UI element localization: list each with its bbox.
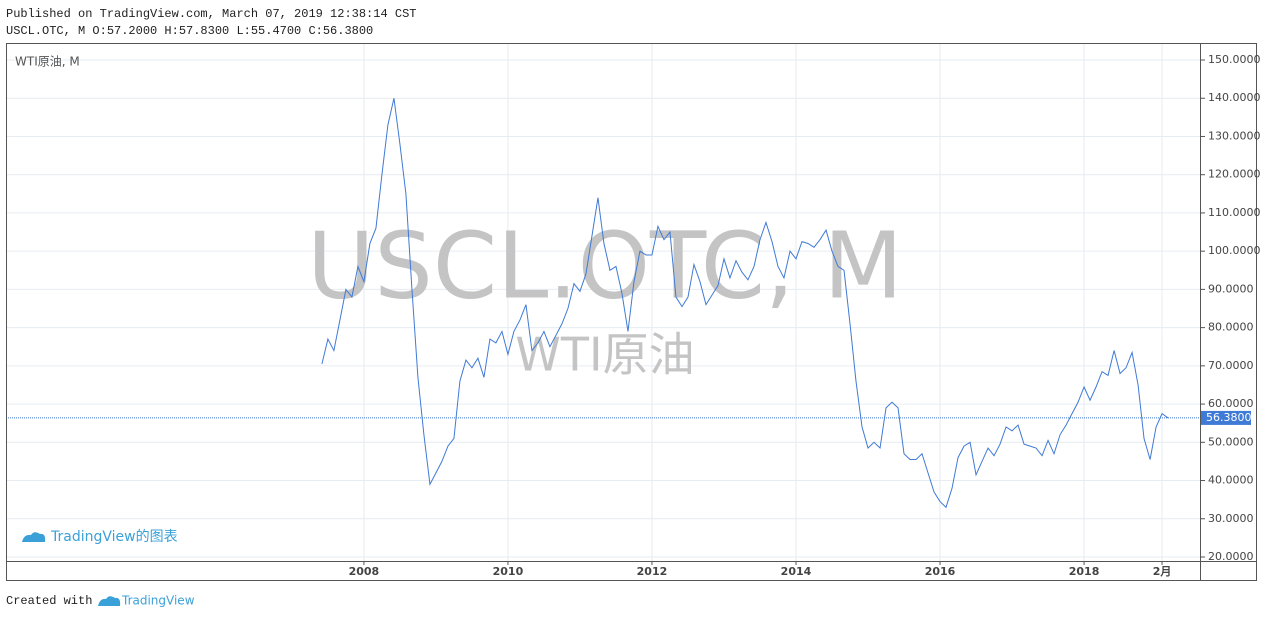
y-tick-label: 120.0000 — [1208, 168, 1261, 181]
y-tick-label: 130.0000 — [1208, 129, 1261, 142]
y-tick-label: 20.0000 — [1208, 550, 1254, 563]
brand-label[interactable]: TradingView的图表 — [50, 529, 178, 545]
last-price-box — [1201, 410, 1251, 425]
y-tick-label: 80.0000 — [1208, 321, 1254, 334]
footer-logo — [98, 596, 121, 606]
x-tick-label: 2014 — [781, 565, 812, 578]
y-tick-label: 150.0000 — [1208, 53, 1261, 66]
x-tick-label: 2012 — [637, 565, 668, 578]
plot — [6, 98, 1200, 509]
watermark: USCL.OTC, M — [307, 212, 903, 319]
footer-prefix: Created with — [6, 594, 92, 608]
brand-logo — [22, 532, 46, 542]
grid — [6, 43, 1200, 561]
y-tick-label: 40.0000 — [1208, 474, 1254, 487]
price-line — [321, 98, 1169, 509]
y-tick-label: 30.0000 — [1208, 512, 1254, 525]
y-tick-label: 110.0000 — [1208, 206, 1261, 219]
x-tick-label: 2016 — [925, 565, 956, 578]
y-tick-label: 50.0000 — [1208, 435, 1254, 448]
y-tick-label: 100.0000 — [1208, 244, 1261, 257]
y-tick-label: 70.0000 — [1208, 359, 1254, 372]
footer-brand[interactable]: TradingView — [121, 594, 195, 608]
frame — [6, 43, 1257, 581]
published-note: Published on TradingView.com, March 07, … — [6, 7, 416, 21]
x-tick-label: 2008 — [349, 565, 380, 578]
y-tick-label: 60.0000 — [1208, 397, 1254, 410]
x-tick-label: 2010 — [493, 565, 524, 578]
watermark-sub: WTI原油 — [515, 328, 694, 382]
y-tick-label: 90.0000 — [1208, 282, 1254, 295]
x-tick-label: 2月 — [1153, 565, 1172, 578]
y-tick-label: 140.0000 — [1208, 91, 1261, 104]
last-price-label: 56.3800 — [1206, 411, 1252, 424]
x-tick-label: 2018 — [1069, 565, 1100, 578]
ohlc-info: USCL.OTC, M O:57.2000 H:57.8300 L:55.470… — [6, 24, 373, 38]
legend-text: WTI原油, M — [15, 55, 80, 69]
